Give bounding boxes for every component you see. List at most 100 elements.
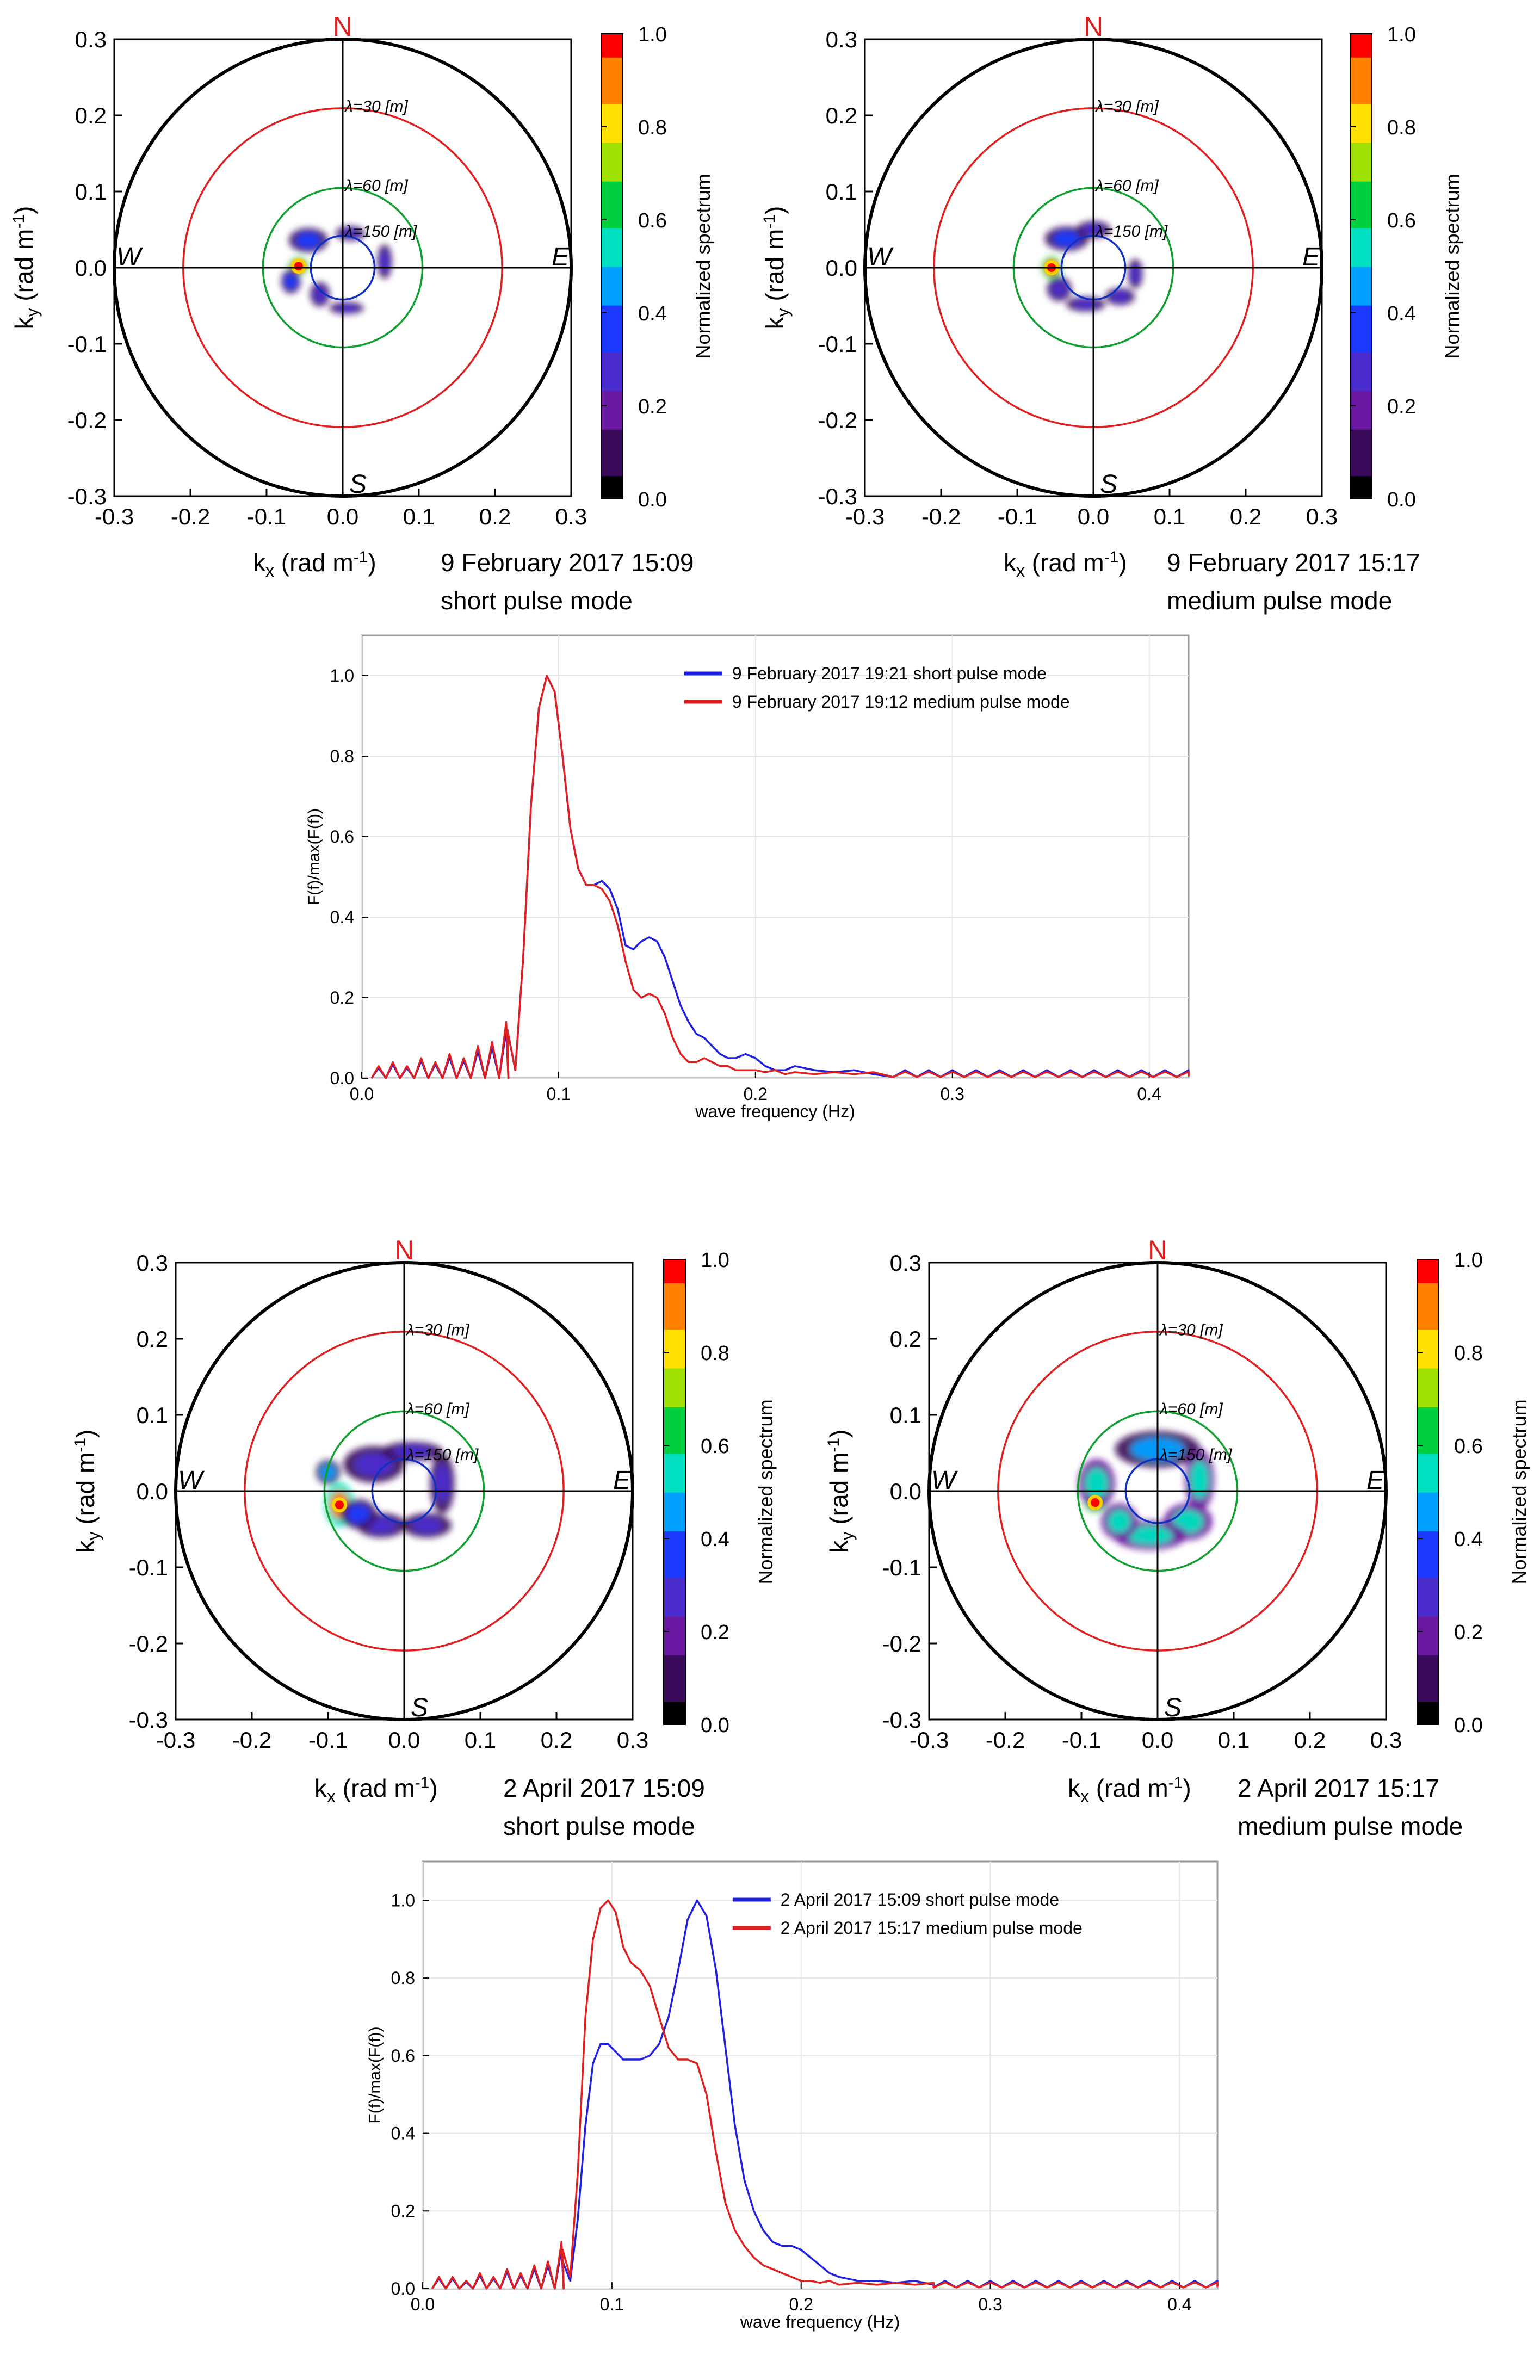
colorbar-swatch xyxy=(664,1608,685,1617)
colorbar-swatch xyxy=(664,1685,685,1694)
y-tick-label: 0.6 xyxy=(391,2046,415,2066)
y-axis-label: ky (rad m-1) xyxy=(760,206,793,330)
colorbar-swatch xyxy=(1350,328,1372,337)
colorbar-swatch xyxy=(1417,1546,1439,1555)
compass-west: W xyxy=(178,1466,205,1495)
colorbar-swatch xyxy=(664,1375,685,1384)
colorbar-swatch xyxy=(1417,1399,1439,1407)
compass-east: E xyxy=(1366,1466,1384,1495)
colorbar-swatch xyxy=(601,483,623,492)
colorbar-swatch xyxy=(664,1414,685,1423)
colorbar-swatch xyxy=(664,1430,685,1438)
colorbar-swatch xyxy=(1350,475,1372,484)
colorbar-tick-label: 0.0 xyxy=(638,489,667,511)
colorbar-tick-label: 0.6 xyxy=(1454,1435,1483,1458)
y-axis-exp: -1 xyxy=(10,214,28,229)
lambda-label: λ=30 [m] xyxy=(405,1321,469,1339)
colorbar-tick-label: 0.4 xyxy=(1454,1528,1483,1551)
x-tick-label: -0.3 xyxy=(845,504,885,529)
x-tick-label: 0.4 xyxy=(1167,2295,1191,2314)
x-tick-label: 0.3 xyxy=(555,504,587,529)
colorbar-swatch xyxy=(601,65,623,73)
colorbar-swatch xyxy=(1417,1445,1439,1454)
x-tick-label: -0.1 xyxy=(1062,1727,1101,1753)
compass-west: W xyxy=(867,243,894,271)
colorbar-swatch xyxy=(664,1670,685,1679)
colorbar-swatch xyxy=(601,344,623,353)
y-axis-label: ky (rad m-1) xyxy=(825,1430,857,1553)
polar-spectrum-apr_short: λ=30 [m] λ=60 [m] λ=150 [m] N S E W -0.3-0.3 -0.… xyxy=(71,1235,777,1840)
colorbar-label: Normalized spectrum xyxy=(754,1399,777,1584)
colorbar-swatch xyxy=(1417,1701,1439,1710)
spectrum-energy xyxy=(1042,221,1143,312)
lambda-label: λ=60 [m] xyxy=(1159,1400,1223,1418)
colorbar-swatch xyxy=(1350,491,1372,499)
colorbar-swatch xyxy=(664,1461,685,1469)
colorbar-swatch xyxy=(664,1569,685,1578)
y-axis-close: ) xyxy=(825,1430,853,1438)
lambda-label: λ=150 [m] xyxy=(344,222,417,240)
colorbar-swatch xyxy=(664,1709,685,1717)
y-axis-close: ) xyxy=(760,206,789,214)
colorbar-swatch xyxy=(1350,282,1372,290)
colorbar-swatch xyxy=(601,258,623,267)
colorbar-swatch xyxy=(1350,150,1372,158)
colorbar-swatch xyxy=(664,1499,685,1508)
colorbar-swatch xyxy=(1350,375,1372,384)
colorbar-swatch xyxy=(1417,1375,1439,1384)
colorbar-swatch xyxy=(1350,468,1372,477)
colorbar-swatch xyxy=(601,336,623,344)
legend-entry: 2 April 2017 15:17 medium pulse mode xyxy=(781,1918,1083,1938)
colorbar-swatch xyxy=(1350,483,1372,492)
x-axis-exp: -1 xyxy=(354,548,368,566)
y-tick-label: -0.3 xyxy=(129,1707,168,1733)
colorbar-swatch xyxy=(601,196,623,205)
colorbar-swatch xyxy=(601,282,623,290)
compass-south: S xyxy=(1164,1693,1182,1722)
colorbar-swatch xyxy=(664,1554,685,1562)
colorbar-swatch xyxy=(1417,1616,1439,1624)
spectrum-blob-core xyxy=(296,232,321,248)
colorbar-swatch xyxy=(1417,1306,1439,1314)
y-tick-label: 0.4 xyxy=(391,2124,415,2143)
colorbar-swatch xyxy=(664,1523,685,1531)
colorbar-label: Normalized spectrum xyxy=(1508,1399,1530,1584)
colorbar-swatch xyxy=(1350,212,1372,220)
spectrum-peak xyxy=(332,1497,347,1513)
colorbar: 0.0 0.2 0.4 0.6 0.8 1.0 Normalized spectrum xyxy=(663,1249,777,1737)
x-tick-label: 0.1 xyxy=(465,1727,496,1753)
colorbar-swatch xyxy=(664,1476,685,1485)
colorbar-swatch xyxy=(1350,220,1372,228)
colorbar-swatch xyxy=(664,1639,685,1648)
frequency-spectrum-apr_freq: 0.0 0.1 0.2 0.3 0.4 0.0 0.2 0.4 0.6 0.8 1.0 wave fr… xyxy=(366,1860,1219,2332)
colorbar-swatch xyxy=(1350,65,1372,73)
colorbar-swatch xyxy=(601,375,623,384)
lambda-label: λ=60 [m] xyxy=(405,1400,469,1418)
colorbar-swatch xyxy=(664,1360,685,1369)
colorbar-frame xyxy=(663,1259,686,1725)
x-tick-label: 0.3 xyxy=(1306,504,1338,529)
colorbar-swatch xyxy=(601,367,623,375)
y-tick-label: 0.3 xyxy=(75,27,107,52)
colorbar-swatch xyxy=(1417,1530,1439,1539)
colorbar-swatch xyxy=(601,460,623,468)
series-line-1 xyxy=(431,1899,1219,2290)
y-axis-label: ky (rad m-1) xyxy=(71,1430,103,1553)
colorbar-swatch xyxy=(1417,1430,1439,1438)
colorbar-swatch xyxy=(664,1422,685,1431)
colorbar-swatch xyxy=(601,80,623,89)
compass-north: N xyxy=(1148,1235,1167,1265)
spectrum-peak xyxy=(290,258,306,274)
colorbar-swatch xyxy=(1350,173,1372,182)
colorbar-swatch xyxy=(1417,1453,1439,1462)
y-tick-label: 0.2 xyxy=(391,2201,415,2221)
colorbar-swatch xyxy=(1350,235,1372,244)
colorbar-swatch xyxy=(1350,351,1372,360)
y-axis-label: F(f)/max(F(f)) xyxy=(366,2026,384,2123)
y-tick-label: 0.2 xyxy=(330,988,354,1007)
y-tick-label: 0.2 xyxy=(75,103,107,128)
x-axis-close: ) xyxy=(368,548,376,577)
x-tick-label: -0.3 xyxy=(156,1727,195,1753)
x-tick-label: 0.0 xyxy=(1142,1727,1173,1753)
lambda-label: λ=30 [m] xyxy=(344,97,408,115)
